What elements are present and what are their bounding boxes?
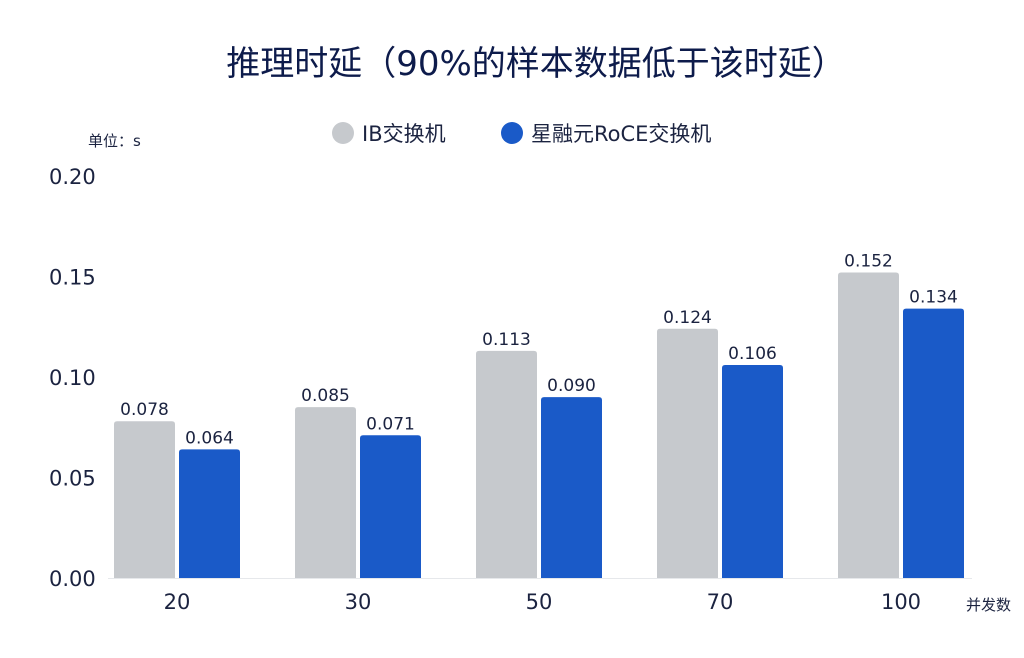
bar-value-label: 0.064 xyxy=(185,428,234,448)
legend-swatch-roce xyxy=(501,122,523,144)
x-axis: 20 30 50 70 100 xyxy=(108,578,972,614)
legend-swatch-ib xyxy=(332,122,354,144)
x-tick-label: 70 xyxy=(707,590,734,614)
x-tick-label: 50 xyxy=(526,590,553,614)
bar-value-label: 0.113 xyxy=(482,330,531,350)
bar-ib xyxy=(295,407,356,578)
y-tick-label: 0.10 xyxy=(49,366,96,390)
bar-ib xyxy=(838,272,899,578)
bar-value-label: 0.078 xyxy=(120,400,169,420)
bar-value-label: 0.085 xyxy=(301,386,350,406)
unit-label: 单位：s xyxy=(88,132,141,150)
y-tick-label: 0.00 xyxy=(49,567,96,591)
data-labels: 0.078 0.064 0.085 0.071 0.113 0.090 0.124 0.106… xyxy=(120,251,958,448)
legend-label-ib: IB交换机 xyxy=(362,122,446,146)
bar-ib xyxy=(114,421,175,578)
chart-title: 推理时延（90%的样本数据低于该时延） xyxy=(226,44,846,84)
bar-roce xyxy=(179,449,240,578)
bar-roce xyxy=(360,435,421,578)
y-tick-label: 0.15 xyxy=(49,266,96,290)
bar-value-label: 0.124 xyxy=(663,308,712,328)
bar-roce xyxy=(903,308,964,578)
bar-value-label: 0.106 xyxy=(728,344,777,364)
x-tick-label: 30 xyxy=(345,590,372,614)
bar-value-label: 0.090 xyxy=(547,376,596,396)
bar-value-label: 0.134 xyxy=(909,288,958,308)
bar-ib xyxy=(476,350,537,578)
bar-roce xyxy=(541,397,602,578)
y-tick-label: 0.20 xyxy=(49,165,96,189)
y-axis: 0.00 0.05 0.10 0.15 0.20 xyxy=(49,165,96,591)
bar-roce xyxy=(722,364,783,578)
bars xyxy=(114,272,964,578)
y-tick-label: 0.05 xyxy=(49,467,96,491)
x-tick-label: 20 xyxy=(164,590,191,614)
x-tick-label: 100 xyxy=(881,590,921,614)
bar-value-label: 0.152 xyxy=(844,251,893,271)
x-axis-label: 并发数 xyxy=(966,596,1011,614)
legend-label-roce: 星融元RoCE交换机 xyxy=(531,122,711,146)
legend: IB交换机 星融元RoCE交换机 xyxy=(332,122,711,146)
bar-ib xyxy=(657,328,718,578)
bar-value-label: 0.071 xyxy=(366,414,415,434)
